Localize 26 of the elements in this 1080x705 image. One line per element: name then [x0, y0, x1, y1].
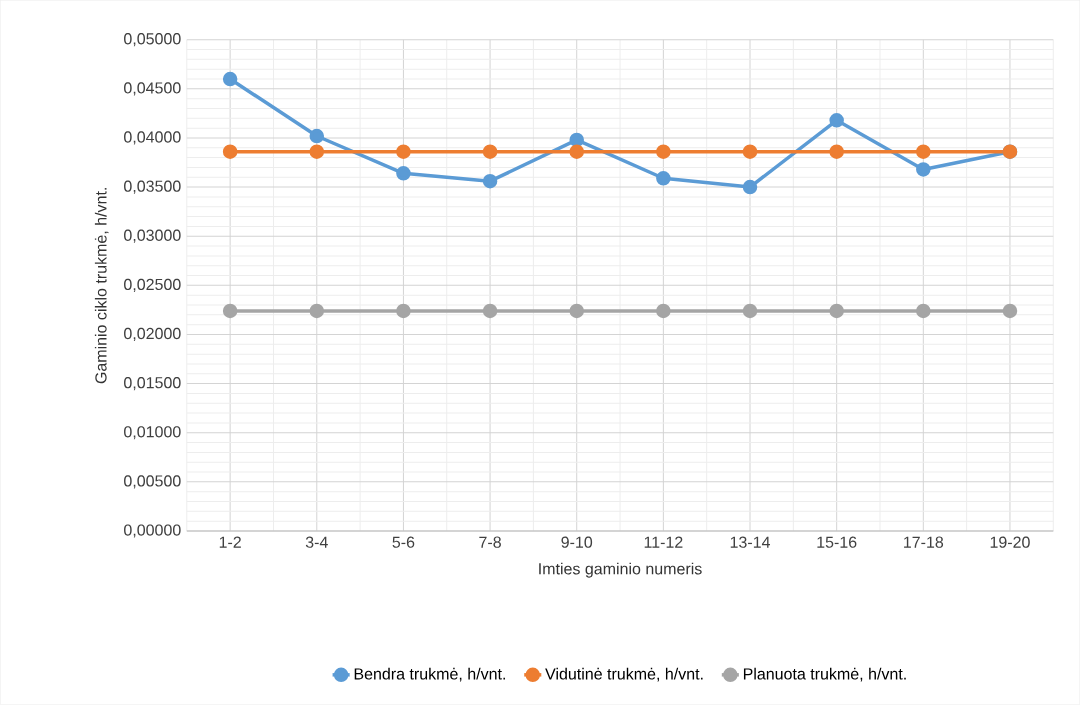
y-tick-label: 0,00000: [124, 524, 181, 538]
x-tick-label: 11-12: [644, 536, 683, 548]
y-tick-label: 0,03000: [124, 229, 181, 243]
y-tick-label: 0,01000: [124, 426, 181, 440]
legend-label: Bendra trukmė, h/vnt.: [354, 667, 505, 682]
x-axis-title: Imties gaminio numeris: [539, 562, 702, 578]
y-tick-label: 0,02000: [124, 327, 181, 342]
x-tick-label: 5-6: [392, 536, 415, 548]
y-tick-label: 0,04000: [124, 131, 181, 145]
x-tick-label: 7-8: [479, 536, 501, 548]
x-tick-label: 3-4: [305, 536, 328, 548]
y-axis-title: Gaminio ciklo trukmė, h/vnt.: [94, 188, 109, 384]
x-tick-label: 1-2: [219, 536, 241, 548]
x-tick-label: 9-10: [561, 536, 593, 548]
x-tick-label: 15-16: [817, 536, 857, 548]
x-tick-label: 19-20: [990, 536, 1030, 548]
y-tick-label: 0,03500: [124, 180, 181, 194]
x-tick-label: 13-14: [730, 536, 771, 548]
y-tick-label: 0,05000: [124, 33, 181, 47]
y-tick-label: 0,00500: [124, 475, 181, 489]
x-tick-label: 17-18: [904, 536, 944, 548]
y-tick-label: 0,01500: [124, 377, 181, 391]
y-tick-label: 0,04500: [124, 82, 181, 96]
y-tick-label: 0,02500: [124, 278, 181, 293]
legend-label: Vidutinė trukmė, h/vnt.: [545, 667, 703, 682]
legend-label: Planuota trukmė, h/vnt.: [743, 667, 906, 682]
